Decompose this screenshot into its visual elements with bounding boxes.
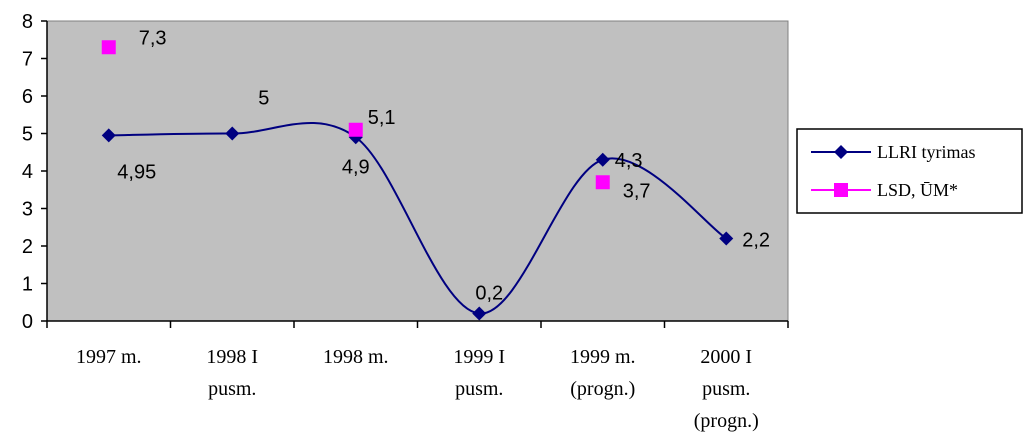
y-tick-label: 2 (22, 236, 33, 258)
y-tick-label: 8 (22, 11, 33, 33)
legend-marker-diamond (834, 145, 848, 159)
y-tick-label: 5 (22, 124, 33, 146)
data-label-llri: 4,95 (117, 161, 156, 183)
data-point-llri (472, 306, 487, 321)
data-label-llri: 4,3 (615, 150, 643, 172)
x-tick-label: 1998 m. (323, 346, 389, 368)
y-tick-label: 0 (22, 311, 33, 333)
data-label-llri: 0,2 (475, 283, 503, 305)
data-point-lsd (595, 175, 610, 190)
legend-box (796, 128, 1023, 214)
legend-marker-square (834, 183, 848, 197)
legend-label: LLRI tyrimas (877, 142, 975, 162)
data-point-lsd (101, 40, 116, 55)
data-label-lsd: 3,7 (623, 180, 651, 202)
data-point-llri (595, 152, 610, 167)
x-tick-label: 1997 m. (76, 346, 142, 368)
y-tick-label: 4 (22, 161, 33, 183)
data-label-lsd: 7,3 (139, 27, 167, 49)
x-tick-label: 1999 m. (progn.) (570, 346, 636, 400)
data-label-lsd: 5,1 (368, 107, 396, 129)
data-label-llri: 4,9 (342, 156, 370, 178)
data-point-llri (719, 231, 734, 246)
plot-area (46, 20, 789, 322)
y-tick-label: 6 (22, 86, 33, 108)
data-label-llri: 2,2 (742, 230, 770, 252)
data-point-llri (225, 126, 240, 141)
y-tick-label: 3 (22, 199, 33, 221)
data-label-llri: 5 (258, 88, 269, 110)
legend-label: LSD, ŪM* (877, 180, 958, 200)
data-point-llri (101, 128, 116, 143)
y-tick-label: 1 (22, 274, 33, 296)
data-point-lsd (348, 122, 363, 137)
y-tick-label: 7 (22, 49, 33, 71)
